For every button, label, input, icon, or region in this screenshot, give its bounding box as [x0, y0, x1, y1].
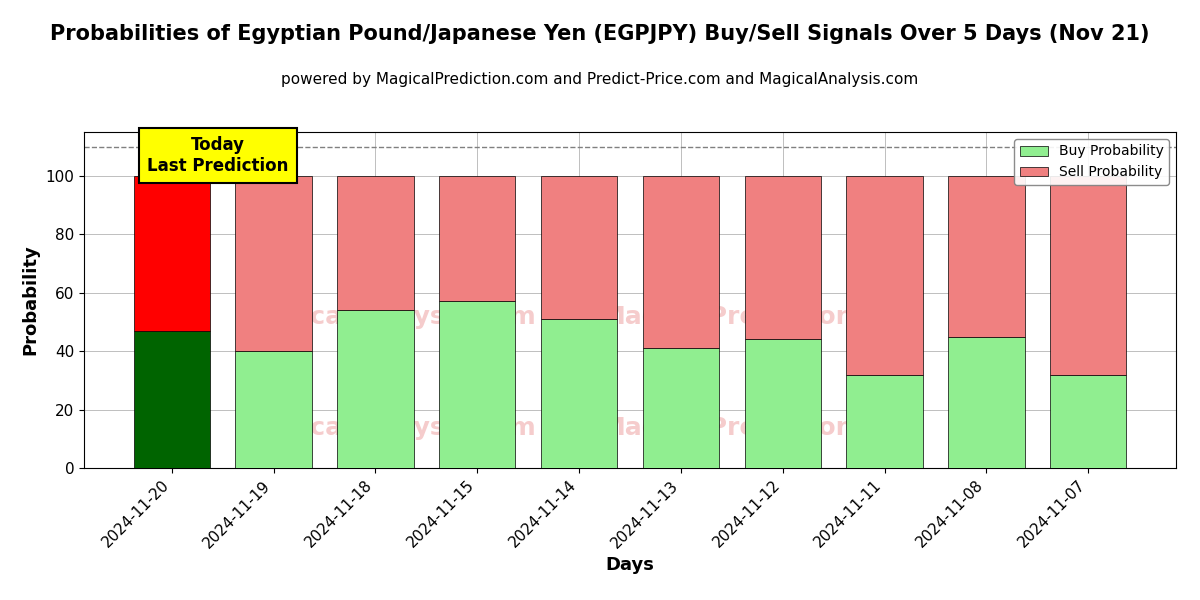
Bar	[643, 176, 719, 348]
Bar	[948, 337, 1025, 468]
Text: MagicalPrediction.com: MagicalPrediction.com	[600, 305, 922, 329]
Text: Today
Last Prediction: Today Last Prediction	[146, 136, 288, 175]
Bar	[337, 310, 414, 468]
Bar	[541, 319, 617, 468]
Bar	[643, 348, 719, 468]
Bar	[1050, 374, 1127, 468]
Bar	[235, 176, 312, 351]
Bar	[439, 301, 516, 468]
Text: MagicalPrediction.com: MagicalPrediction.com	[600, 416, 922, 440]
Legend: Buy Probability, Sell Probability: Buy Probability, Sell Probability	[1014, 139, 1169, 185]
Bar	[337, 176, 414, 310]
Text: Probabilities of Egyptian Pound/Japanese Yen (EGPJPY) Buy/Sell Signals Over 5 Da: Probabilities of Egyptian Pound/Japanese…	[50, 24, 1150, 44]
Bar	[133, 331, 210, 468]
Bar	[948, 176, 1025, 337]
Y-axis label: Probability: Probability	[22, 245, 40, 355]
Text: powered by MagicalPrediction.com and Predict-Price.com and MagicalAnalysis.com: powered by MagicalPrediction.com and Pre…	[281, 72, 919, 87]
Bar	[744, 340, 821, 468]
Bar	[133, 176, 210, 331]
Bar	[541, 176, 617, 319]
Bar	[235, 351, 312, 468]
Bar	[439, 176, 516, 301]
Bar	[846, 176, 923, 374]
Bar	[1050, 176, 1127, 374]
Text: MagicalAnalysis.com: MagicalAnalysis.com	[242, 305, 536, 329]
Bar	[744, 176, 821, 340]
X-axis label: Days: Days	[606, 556, 654, 574]
Text: MagicalAnalysis.com: MagicalAnalysis.com	[242, 416, 536, 440]
Bar	[846, 374, 923, 468]
